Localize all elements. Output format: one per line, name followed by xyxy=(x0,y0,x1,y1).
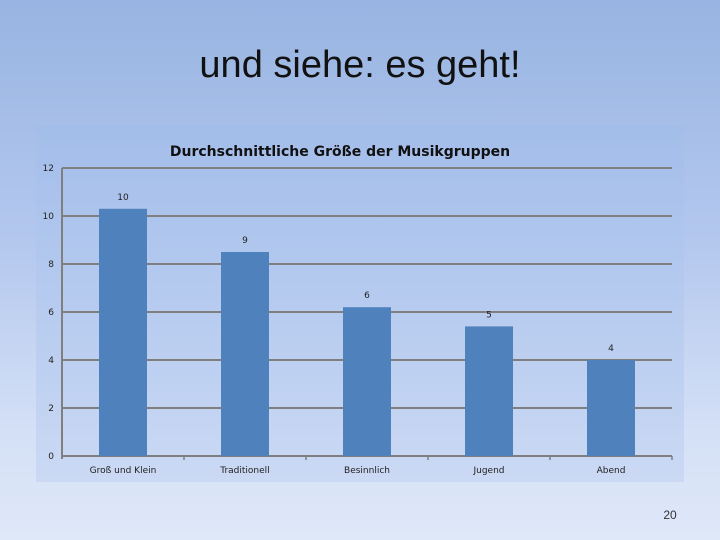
data-label: 4 xyxy=(608,344,614,354)
data-label: 10 xyxy=(117,193,129,203)
bar xyxy=(99,208,147,456)
bar xyxy=(221,252,269,456)
chart-svg: Durchschnittliche Größe der Musikgruppen… xyxy=(43,144,673,476)
bar-chart: Durchschnittliche Größe der Musikgruppen… xyxy=(36,126,684,482)
y-tick-label: 12 xyxy=(43,164,54,174)
y-tick-label: 10 xyxy=(43,212,55,222)
labels: 0 2 4 6 8 10 12 10 Groß und Klein 9 Traditionell 6 B… xyxy=(43,164,626,476)
chart-title: Durchschnittliche Größe der Musikgruppen xyxy=(170,144,510,160)
category-label: Traditionell xyxy=(219,466,269,476)
bars xyxy=(99,208,635,456)
data-label: 5 xyxy=(486,310,492,320)
category-label: Jugend xyxy=(472,466,504,476)
y-tick-label: 8 xyxy=(48,260,54,270)
bar xyxy=(343,307,391,456)
category-label: Groß und Klein xyxy=(90,466,157,476)
page-number: 20 xyxy=(663,508,677,522)
y-tick-label: 0 xyxy=(48,452,54,462)
y-tick-label: 4 xyxy=(48,356,54,366)
data-label: 6 xyxy=(364,291,370,301)
y-tick-label: 6 xyxy=(48,308,54,318)
category-label: Abend xyxy=(597,466,626,476)
bar xyxy=(587,360,635,456)
y-tick-label: 2 xyxy=(48,404,54,414)
bar xyxy=(465,326,513,456)
data-label: 9 xyxy=(242,236,248,246)
category-label: Besinnlich xyxy=(344,466,390,476)
slide-title: und siehe: es geht! xyxy=(199,44,521,86)
